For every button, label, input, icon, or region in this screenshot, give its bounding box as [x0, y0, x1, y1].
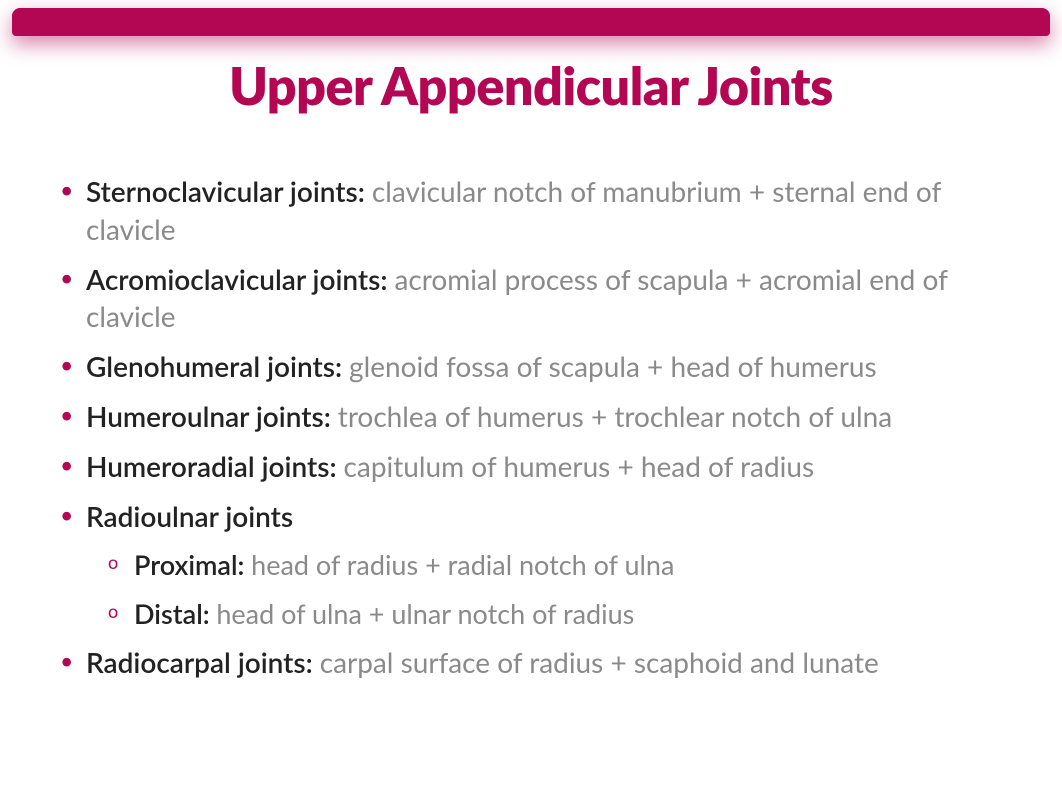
list-item: Radioulnar joints Proximal: head of radi… — [60, 498, 1012, 633]
slide-content: Sternoclavicular joints: clavicular notc… — [60, 173, 1012, 694]
joint-term: Humeroulnar joints: — [86, 399, 338, 433]
list-item: Humeroulnar joints: trochlea of humerus … — [60, 398, 1012, 436]
list-item: Humeroradial joints: capitulum of humeru… — [60, 448, 1012, 486]
slide-top-bar — [12, 8, 1050, 36]
sublist-item: Proximal: head of radius + radial notch … — [108, 547, 1012, 583]
subjoint-term: Proximal: — [134, 548, 251, 581]
list-item: Acromioclavicular joints: acromial proce… — [60, 261, 1012, 337]
joint-desc: trochlea of humerus + trochlear notch of… — [338, 399, 892, 433]
list-item: Sternoclavicular joints: clavicular notc… — [60, 173, 1012, 249]
joint-term: Humeroradial joints: — [86, 449, 344, 483]
sublist-item: Distal: head of ulna + ulnar notch of ra… — [108, 596, 1012, 632]
subjoint-desc: head of ulna + ulnar notch of radius — [216, 597, 634, 630]
list-item: Radiocarpal joints: carpal surface of ra… — [60, 644, 1012, 682]
joint-desc: glenoid fossa of scapula + head of humer… — [349, 349, 877, 383]
joints-list: Sternoclavicular joints: clavicular notc… — [60, 173, 1012, 682]
joint-desc: capitulum of humerus + head of radius — [344, 449, 815, 483]
list-item: Glenohumeral joints: glenoid fossa of sc… — [60, 348, 1012, 386]
joint-term: Glenohumeral joints: — [86, 349, 349, 383]
joints-sublist: Proximal: head of radius + radial notch … — [108, 547, 1012, 632]
joint-desc: carpal surface of radius + scaphoid and … — [320, 645, 879, 679]
joint-term: Sternoclavicular joints: — [86, 174, 372, 208]
slide-title: Upper Appendicular Joints — [0, 55, 1062, 117]
joint-term: Acromioclavicular joints: — [86, 262, 394, 296]
subjoint-desc: head of radius + radial notch of ulna — [251, 548, 674, 581]
joint-term: Radioulnar joints — [86, 499, 293, 533]
subjoint-term: Distal: — [134, 597, 216, 630]
joint-term: Radiocarpal joints: — [86, 645, 320, 679]
